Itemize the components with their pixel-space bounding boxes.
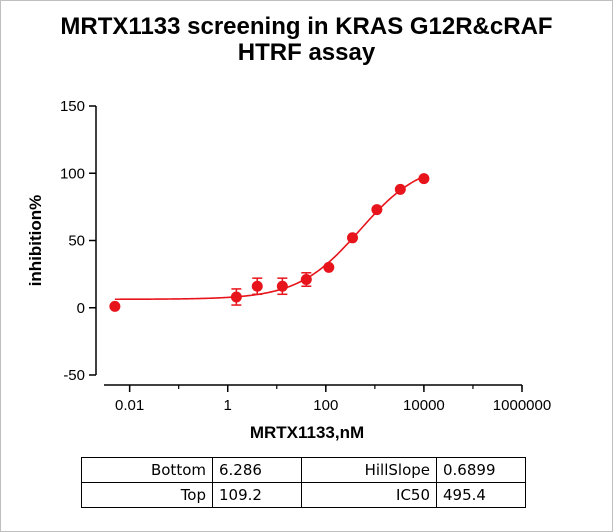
fit-parameters-table: Bottom 6.286 HillSlope 0.6899 Top 109.2 … [81,457,526,508]
param-name-hillslope: HillSlope [301,457,437,483]
y-tick-label: 100 [60,165,85,182]
y-tick-label: 50 [68,233,85,250]
param-name-top: Top [81,482,213,508]
data-point [371,204,383,216]
data-point [300,274,312,286]
data-point [230,291,242,303]
x-tick-label: 10000 [403,397,445,414]
fit-curve [114,175,425,301]
chart-title: MRTX1133 screening in KRAS G12R&cRAF HTR… [0,14,613,66]
y-tick-label: 0 [77,300,85,317]
data-point [109,300,121,312]
x-axis-title: MRTX1133,nM [250,423,364,442]
param-value-top: 109.2 [212,482,302,508]
x-tick-label: 1 [224,397,232,414]
param-value-ic50: 495.4 [436,482,526,508]
chart-title-line-1: MRTX1133 screening in KRAS G12R&cRAF [60,13,553,40]
y-tick-label: -50 [63,367,85,384]
param-name-bottom: Bottom [81,457,213,483]
param-value-hillslope: 0.6899 [436,457,526,483]
param-value-bottom: 6.286 [212,457,302,483]
data-point [418,173,430,185]
table-row: Bottom 6.286 HillSlope 0.6899 [81,457,526,483]
chart-title-line-2: HTRF assay [237,39,376,66]
table-row: Top 109.2 IC50 495.4 [81,482,526,508]
y-tick-label: 150 [60,98,85,115]
data-point [251,280,263,292]
x-tick-label: 100 [313,397,338,414]
param-name-ic50: IC50 [301,482,437,508]
x-tick-label: 0.01 [115,397,144,414]
data-point [276,280,288,292]
x-tick-label: 1000000 [493,397,551,414]
y-axis-title: inhibition% [26,195,45,287]
dose-response-chart: -50 0 50 100 150 0.01 1 100 10000 1000000 MRTX1133… [26,98,551,442]
data-point [323,261,335,273]
data-point [394,183,406,195]
data-point [347,232,359,244]
